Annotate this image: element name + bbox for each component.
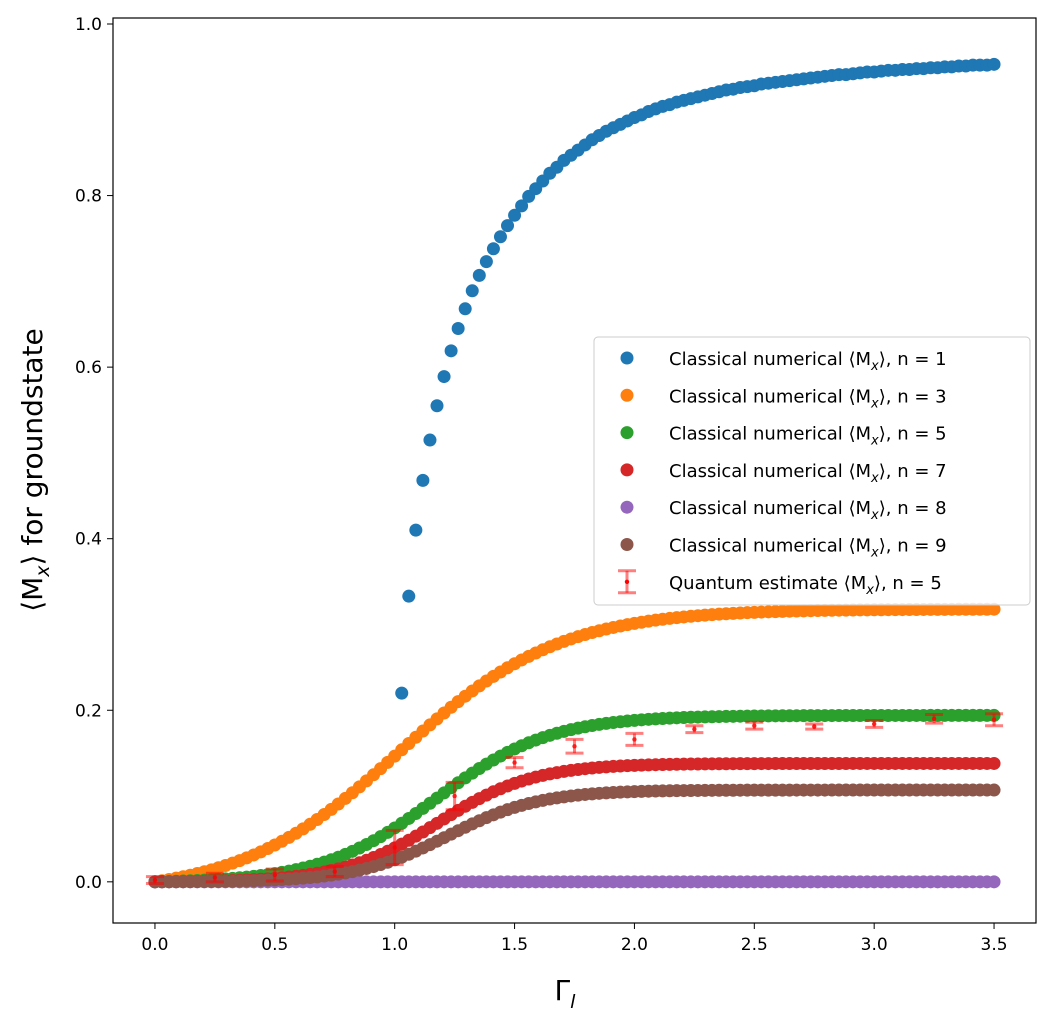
scatter-point <box>515 199 529 213</box>
scatter-point <box>416 473 430 487</box>
x-axis-label-main: Γ <box>555 974 571 1007</box>
quantum-point <box>931 716 937 722</box>
quantum-point <box>871 721 877 727</box>
scatter-point <box>465 284 479 298</box>
x-tick-label: 0.5 <box>261 935 288 955</box>
legend-quantum-point <box>624 579 630 584</box>
error-bar <box>565 737 584 755</box>
scatter-point <box>987 756 1001 770</box>
scatter-point <box>987 57 1001 71</box>
scatter-point <box>458 302 472 316</box>
quantum-point <box>692 726 697 732</box>
quantum-point <box>991 717 997 722</box>
y-tick-label: 0.4 <box>75 530 102 550</box>
scatter-point <box>423 433 437 447</box>
scatter-point <box>987 602 1001 616</box>
error-bar <box>865 719 884 729</box>
quantum-point <box>272 872 278 878</box>
error-bar <box>505 755 524 770</box>
scatter-point <box>987 783 1001 797</box>
scatter-point <box>451 322 465 336</box>
error-bar <box>925 713 944 725</box>
scatter-point <box>987 875 1001 889</box>
legend-marker <box>620 463 634 477</box>
scatter-point <box>493 230 507 244</box>
scatter-point <box>501 219 515 233</box>
quantum-estimate-series <box>145 712 1004 886</box>
quantum-point <box>212 875 218 880</box>
legend-marker <box>620 538 634 551</box>
error-bar <box>385 828 404 867</box>
x-axis-label: Γl <box>555 974 577 1013</box>
y-axis-label-sub: x <box>32 565 54 578</box>
y-tick-label: 0.0 <box>75 873 102 893</box>
x-axis-label-sub: l <box>570 991 576 1013</box>
error-bar <box>685 724 704 735</box>
legend-label: Classical numerical ⟨Mx⟩, n = 7 <box>669 461 947 486</box>
x-tick-label: 2.5 <box>741 935 768 955</box>
quantum-point <box>632 737 637 742</box>
y-tick-label: 0.6 <box>75 358 102 378</box>
y-tick-label: 0.2 <box>75 701 102 721</box>
legend-marker <box>620 388 634 402</box>
legend-label: Quantum estimate ⟨Mx⟩, n = 5 <box>669 573 942 598</box>
x-tick-label: 1.5 <box>501 935 528 955</box>
y-tick-label: 1.0 <box>75 15 102 35</box>
legend-label: Classical numerical ⟨Mx⟩, n = 3 <box>669 386 947 411</box>
quantum-point <box>152 877 158 883</box>
scatter-point <box>508 208 522 222</box>
legend-frame <box>593 336 1031 606</box>
scatter-point <box>430 399 444 413</box>
scatter-point <box>409 523 423 537</box>
error-bar <box>625 731 644 747</box>
scatter-point <box>486 242 500 256</box>
error-bar <box>205 871 224 884</box>
error-bar <box>745 720 764 731</box>
legend-label: Classical numerical ⟨Mx⟩, n = 1 <box>669 349 947 374</box>
error-bar <box>265 867 284 883</box>
quantum-point <box>752 723 757 728</box>
scatter-point <box>395 686 409 700</box>
scatter-point <box>402 589 416 603</box>
axis-ticks: 0.0 0.5 1.0 1.5 2.0 2.5 3.0 3.5 0.0 0.2 0.4 0.6 0.8 1… <box>75 15 1008 955</box>
y-axis-label-suffix: ⟩ for groundstate <box>16 328 49 565</box>
scatter-point <box>444 344 458 358</box>
quantum-point <box>572 744 577 749</box>
quantum-point <box>332 869 337 874</box>
error-bar <box>445 780 464 812</box>
legend-label: Classical numerical ⟨Mx⟩, n = 9 <box>669 536 947 561</box>
y-tick-label: 0.8 <box>75 187 102 207</box>
y-axis-label-main: ⟨M <box>16 577 49 612</box>
x-tick-label: 1.0 <box>381 935 408 955</box>
x-tick-label: 2.0 <box>621 935 648 955</box>
legend: Classical numerical ⟨Mx⟩, n = 1 Classical… <box>593 336 1031 606</box>
legend-marker <box>620 426 634 440</box>
quantum-point <box>512 760 517 765</box>
quantum-point <box>392 845 397 850</box>
series-n1 <box>395 57 1001 700</box>
x-tick-label: 3.5 <box>981 935 1008 955</box>
x-tick-label: 3.0 <box>861 935 888 955</box>
legend-label: Classical numerical ⟨Mx⟩, n = 8 <box>669 498 947 523</box>
scatter-point <box>479 255 493 269</box>
plot-frame <box>112 17 1037 924</box>
error-bar <box>325 864 344 879</box>
error-bar <box>805 722 824 731</box>
scatter-point <box>472 268 486 282</box>
quantum-point <box>452 793 457 799</box>
y-axis-label: ⟨Mx⟩ for groundstate <box>16 328 54 612</box>
scatter-point <box>437 370 451 384</box>
legend-marker <box>620 500 634 514</box>
legend-label: Classical numerical ⟨Mx⟩, n = 5 <box>669 424 947 449</box>
error-bar <box>985 712 1004 728</box>
legend-marker <box>620 351 634 365</box>
quantum-point <box>812 724 817 729</box>
error-bar <box>145 875 164 886</box>
series-n9 <box>148 783 1001 889</box>
plot-marks <box>145 57 1004 889</box>
x-tick-label: 0.0 <box>141 935 168 955</box>
series-n8 <box>148 875 1001 889</box>
